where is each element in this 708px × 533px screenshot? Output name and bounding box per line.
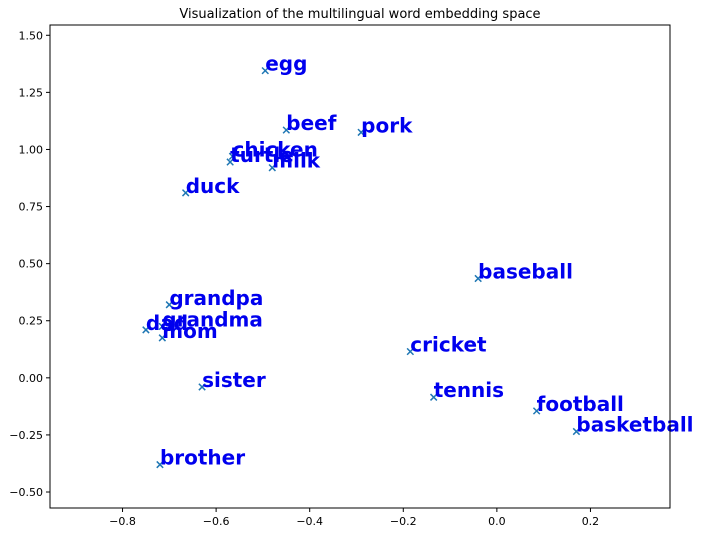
point-marker — [429, 393, 438, 401]
point-label: turtle — [230, 143, 294, 167]
point-marker — [228, 152, 237, 161]
data-point-sister: sister — [198, 368, 266, 392]
y-tick-label: 0.25 — [19, 315, 44, 328]
point-marker — [181, 189, 190, 197]
point-label: sister — [202, 368, 266, 392]
point-label: grandma — [162, 307, 263, 331]
point-label: basketball — [576, 412, 693, 436]
point-label: cricket — [410, 333, 487, 357]
y-tick-label: 1.50 — [19, 29, 44, 42]
data-point-duck: duck — [181, 174, 240, 198]
point-marker — [474, 274, 482, 283]
data-point-football: football — [532, 392, 624, 416]
data-point-turtle: turtle — [226, 143, 294, 167]
x-tick-label: 0.2 — [582, 515, 600, 528]
point-marker — [268, 164, 276, 172]
x-tick-label: −0.2 — [390, 515, 417, 528]
point-marker — [165, 301, 174, 309]
data-point-egg: egg — [261, 52, 307, 76]
point-label: chicken — [232, 137, 317, 161]
y-tick-label: 0.00 — [19, 372, 44, 385]
point-label: milk — [272, 149, 321, 173]
y-tick-label: −0.50 — [9, 486, 43, 499]
point-label: brother — [160, 446, 245, 470]
data-point-beef: beef — [282, 111, 337, 135]
point-marker — [572, 427, 581, 436]
point-marker — [261, 66, 269, 75]
point-label: pork — [361, 113, 413, 137]
x-tick-label: 0.0 — [488, 515, 506, 528]
y-tick-label: −0.25 — [9, 429, 43, 442]
data-point-grandpa: grandpa — [165, 286, 263, 310]
point-marker — [158, 322, 167, 331]
point-label: baseball — [478, 259, 573, 283]
point-marker — [156, 460, 164, 469]
point-label: mom — [162, 319, 217, 343]
point-marker — [198, 383, 206, 391]
point-label: football — [537, 392, 624, 416]
point-marker — [226, 158, 234, 166]
data-point-brother: brother — [156, 446, 245, 470]
point-marker — [357, 128, 365, 137]
y-tick-label: 0.75 — [19, 201, 44, 214]
point-marker — [158, 334, 167, 342]
point-marker — [532, 407, 541, 415]
data-point-grandma: grandma — [158, 307, 263, 331]
point-label: dad — [146, 311, 188, 335]
x-tick-label: −0.8 — [109, 515, 136, 528]
data-point-tennis: tennis — [429, 378, 504, 402]
x-tick-label: −0.6 — [203, 515, 230, 528]
y-tick-label: 1.25 — [19, 86, 44, 99]
point-marker — [406, 347, 415, 356]
data-point-mom: mom — [158, 319, 218, 343]
data-point-pork: pork — [357, 113, 413, 137]
x-tick-label: −0.4 — [296, 515, 323, 528]
plot-frame — [49, 24, 671, 509]
data-point-cricket: cricket — [406, 333, 487, 357]
point-label: beef — [286, 111, 336, 135]
y-tick-label: 1.00 — [19, 143, 44, 156]
point-label: egg — [265, 52, 307, 76]
data-point-milk: milk — [268, 149, 321, 173]
data-point-basketball: basketball — [572, 412, 694, 436]
chart-title: Visualization of the multilingual word e… — [179, 7, 540, 22]
y-tick-label: 0.50 — [19, 258, 44, 271]
point-label: tennis — [434, 378, 504, 402]
point-label: grandpa — [169, 286, 263, 310]
data-point-chicken: chicken — [228, 137, 318, 161]
data-point-dad: dad — [142, 311, 188, 335]
data-point-baseball: baseball — [474, 259, 573, 283]
point-marker — [142, 326, 150, 334]
point-marker — [282, 126, 291, 134]
point-label: duck — [186, 174, 240, 198]
axes-layer: −0.8 −0.6 −0.4 −0.2 0.0 0.2 1.50 1.25 1.00 0.75 0.… — [9, 24, 671, 528]
